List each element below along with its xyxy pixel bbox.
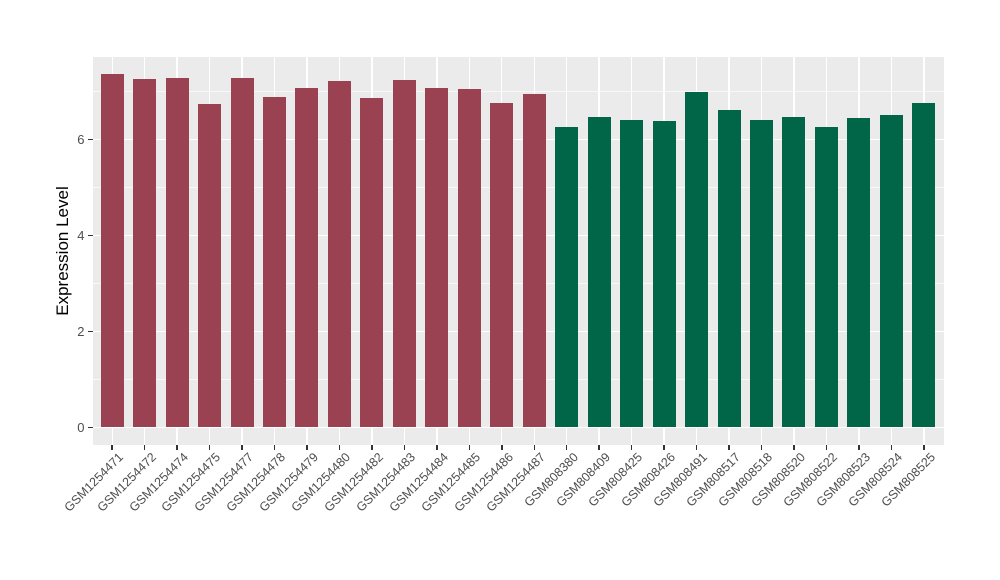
bar-GSM808520	[782, 116, 806, 428]
x-tick-GSM1254478	[273, 445, 276, 450]
bar-GSM808517	[717, 110, 741, 428]
y-tick-6	[87, 138, 93, 141]
x-tick-GSM1254480	[338, 445, 341, 450]
bar-GSM1254480	[327, 81, 351, 428]
bar-GSM808518	[750, 120, 774, 428]
gridline-minor-y5	[92, 187, 944, 188]
x-tick-GSM1254472	[143, 445, 146, 450]
x-tick-GSM1254477	[241, 445, 243, 450]
x-tick-GSM808426	[663, 445, 665, 450]
y-tick-4	[87, 234, 93, 237]
y-axis-title: Expression Level	[53, 186, 72, 316]
y-tick-0	[87, 426, 93, 429]
bar-GSM808491	[685, 92, 709, 428]
x-tick-GSM1254471	[111, 445, 113, 450]
y-tick-label-0: 0	[77, 419, 85, 435]
bar-GSM1254484	[425, 88, 449, 428]
bar-GSM808380	[555, 126, 579, 428]
bar-GSM1254482	[360, 97, 384, 428]
x-tick-GSM808409	[598, 445, 600, 450]
gridline-major-y6	[92, 138, 944, 141]
bar-GSM808524	[879, 114, 903, 428]
y-tick-label-6: 6	[77, 131, 85, 147]
bar-GSM1254479	[295, 87, 319, 428]
x-tick-GSM1254475	[208, 445, 211, 450]
gridline-major-y4	[92, 234, 944, 237]
x-tick-GSM808425	[630, 445, 633, 450]
bar-GSM1254471	[100, 73, 124, 428]
gridline-major-y2	[92, 330, 944, 333]
x-tick-GSM808525	[923, 445, 925, 450]
plot-panel	[92, 57, 944, 445]
x-tick-GSM1254474	[176, 445, 178, 450]
y-tick-label-4: 4	[77, 227, 85, 243]
x-tick-GSM1254486	[501, 445, 503, 450]
x-tick-GSM1254485	[468, 445, 471, 450]
bar-GSM808425	[620, 119, 644, 428]
bar-GSM1254478	[263, 96, 287, 428]
bar-GSM1254474	[165, 78, 189, 428]
gridline-minor-y3	[92, 283, 944, 284]
x-tick-GSM808491	[695, 445, 698, 450]
gridline-major-y0	[92, 426, 944, 429]
gridline-minor-y7	[92, 91, 944, 92]
bar-GSM808409	[587, 116, 611, 428]
gridline-minor-y1	[92, 379, 944, 380]
x-tick-GSM808522	[825, 445, 828, 450]
bar-GSM1254475	[198, 104, 222, 428]
bar-GSM1254485	[457, 89, 481, 428]
x-tick-GSM808520	[793, 445, 795, 450]
bar-GSM808523	[847, 117, 871, 428]
y-tick-label-2: 2	[77, 323, 85, 339]
x-tick-GSM808524	[890, 445, 893, 450]
bar-GSM1254477	[230, 78, 254, 428]
bar-GSM808525	[912, 102, 936, 428]
bar-GSM808522	[814, 126, 838, 428]
x-tick-GSM1254484	[436, 445, 438, 450]
x-tick-GSM1254482	[371, 445, 373, 450]
bar-GSM808426	[652, 120, 676, 428]
x-tick-GSM808380	[565, 445, 568, 450]
x-tick-GSM808518	[760, 445, 763, 450]
x-tick-GSM1254487	[533, 445, 535, 450]
x-tick-GSM1254479	[306, 445, 308, 450]
y-tick-2	[87, 330, 93, 333]
bar-GSM1254487	[522, 94, 546, 428]
x-tick-GSM808523	[858, 445, 860, 450]
x-tick-GSM808517	[728, 445, 730, 450]
bar-GSM1254472	[133, 78, 157, 428]
x-tick-GSM1254483	[403, 445, 406, 450]
bar-GSM1254486	[490, 102, 514, 428]
bar-GSM1254483	[392, 79, 416, 428]
